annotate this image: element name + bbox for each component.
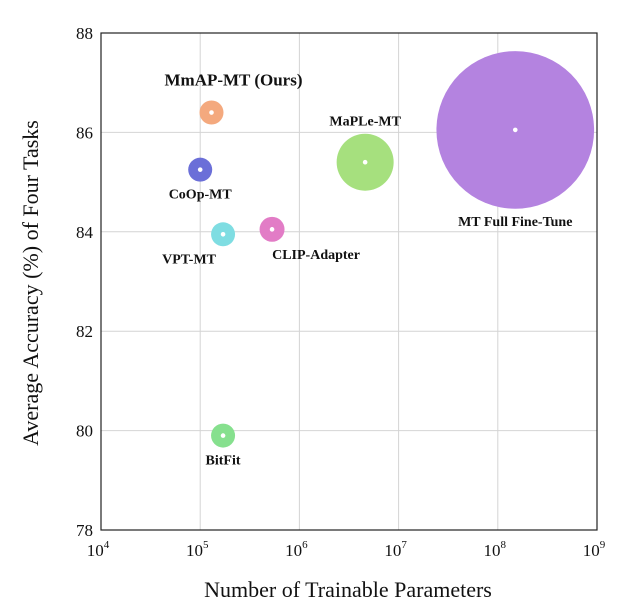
bubble-label: VPT-MT — [162, 252, 217, 267]
bubble-label: MaPLe-MT — [329, 115, 401, 130]
x-tick-label: 105 — [186, 539, 209, 560]
y-tick-label: 88 — [76, 24, 93, 43]
x-axis-title: Number of Trainable Parameters — [204, 577, 492, 602]
bubble-label: CLIP-Adapter — [272, 248, 360, 263]
y-tick-label: 80 — [76, 422, 93, 441]
x-tick-label: 109 — [583, 539, 606, 560]
bubble-center-dot — [362, 159, 368, 165]
y-tick-label: 78 — [76, 521, 93, 540]
x-tick-label: 108 — [484, 539, 507, 560]
point-labels: MmAP-MT (Ours) CoOp-MT VPT-MT CLIP-Adapter M… — [162, 71, 572, 469]
y-tick-label: 82 — [76, 322, 93, 341]
bubbles — [188, 51, 595, 448]
y-tick-labels: 78 80 82 84 86 88 — [76, 24, 94, 540]
bubble-label: MT Full Fine-Tune — [458, 215, 572, 230]
bubble-center-dot — [209, 110, 214, 115]
bubble-label: MmAP-MT (Ours) — [164, 71, 302, 90]
bubble-label: BitFit — [206, 454, 241, 469]
y-tick-label: 84 — [76, 223, 94, 242]
x-tick-label: 104 — [87, 539, 110, 560]
bubble-center-dot — [269, 227, 275, 232]
plot-frame — [100, 32, 598, 531]
y-tick-label: 86 — [76, 123, 93, 142]
x-tick-labels: 104 105 106 107 108 109 — [87, 539, 606, 560]
bubble-center-dot — [197, 167, 203, 172]
bubble-center-dot — [220, 231, 226, 237]
bubble-label: CoOp-MT — [169, 188, 233, 203]
y-axis-title: Average Accuracy (%) of Four Tasks — [18, 120, 43, 446]
bubble-center-dot — [512, 127, 518, 133]
x-tick-label: 106 — [285, 539, 308, 560]
bubble-center-dot — [220, 433, 226, 438]
x-tick-label: 107 — [384, 539, 407, 560]
